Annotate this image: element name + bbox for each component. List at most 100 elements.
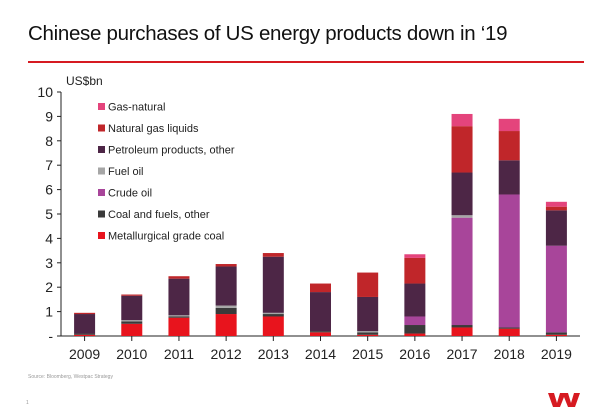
x-tick-label: 2018 bbox=[494, 346, 525, 362]
y-tick-label: 1 bbox=[45, 304, 53, 320]
bar-segment-fuel-oil-2010 bbox=[121, 320, 143, 322]
bar-segment-petroleum-products-other-2018 bbox=[498, 160, 520, 195]
legend-swatch-metallurgical-grade-coal bbox=[98, 232, 105, 239]
x-tick-label: 2016 bbox=[399, 346, 430, 362]
bar-segment-natural-gas-liquids-2016 bbox=[404, 257, 426, 284]
bar-segment-metallurgical-grade-coal-2013 bbox=[262, 316, 284, 336]
legend-swatch-fuel-oil bbox=[98, 167, 105, 175]
x-tick-label: 2011 bbox=[164, 346, 194, 362]
bar-segment-coal-and-fuels-other-2009 bbox=[74, 333, 96, 335]
y-axis-ticks: - 1 2 3 4 5 6 7 8 9 10 bbox=[37, 84, 61, 344]
bar-segment-gas-natural-2018 bbox=[498, 118, 520, 132]
title-divider bbox=[28, 61, 584, 63]
bar-segment-fuel-oil-2012 bbox=[215, 305, 237, 308]
bar-segment-gas-natural-2019 bbox=[545, 201, 567, 207]
bar-segment-crude-oil-2017 bbox=[451, 217, 473, 326]
bar-segment-gas-natural-2017 bbox=[451, 113, 473, 127]
y-tick-label: 5 bbox=[45, 206, 53, 222]
bar-segment-natural-gas-liquids-2011 bbox=[168, 276, 190, 279]
bar-segment-coal-and-fuels-other-2018 bbox=[498, 327, 520, 329]
bar-segment-metallurgical-grade-coal-2009 bbox=[74, 334, 96, 336]
legend-swatch-petroleum-products-other bbox=[98, 146, 105, 153]
bar-segment-natural-gas-liquids-2019 bbox=[545, 206, 567, 211]
x-tick-label: 2009 bbox=[69, 346, 100, 362]
bar-segment-gas-natural-2016 bbox=[404, 254, 426, 258]
bar-stacks bbox=[74, 113, 567, 336]
legend-label-gas-natural: Gas-natural bbox=[108, 102, 165, 114]
x-tick-label: 2012 bbox=[211, 346, 242, 362]
bar-segment-coal-and-fuels-other-2010 bbox=[121, 321, 143, 324]
bar-segment-petroleum-products-other-2019 bbox=[545, 210, 567, 246]
legend-swatch-natural-gas-liquids bbox=[98, 124, 105, 132]
bar-segment-petroleum-products-other-2017 bbox=[451, 172, 473, 216]
bar-segment-coal-and-fuels-other-2016 bbox=[404, 325, 426, 334]
x-tick-label: 2015 bbox=[352, 346, 383, 362]
bar-segment-coal-and-fuels-other-2012 bbox=[215, 307, 237, 315]
x-tick-label: 2013 bbox=[258, 346, 289, 362]
chart-legend: Gas-natural Natural gas liquids Petroleum … bbox=[98, 102, 235, 243]
y-tick-label: 4 bbox=[45, 230, 53, 246]
bar-segment-fuel-oil-2017 bbox=[451, 215, 473, 218]
y-tick-label: 10 bbox=[37, 84, 53, 100]
bar-segment-petroleum-products-other-2009 bbox=[74, 314, 96, 334]
bar-segment-fuel-oil-2011 bbox=[168, 315, 190, 317]
bar-segment-coal-and-fuels-other-2019 bbox=[545, 332, 567, 335]
bar-segment-natural-gas-liquids-2010 bbox=[121, 294, 143, 296]
bar-segment-petroleum-products-other-2016 bbox=[404, 283, 426, 317]
y-tick-label: 3 bbox=[45, 255, 53, 271]
bar-segment-petroleum-products-other-2012 bbox=[215, 266, 237, 306]
legend-label-fuel-oil: Fuel oil bbox=[108, 166, 143, 178]
x-tick-label: 2017 bbox=[446, 346, 477, 362]
page-title: Chinese purchases of US energy products … bbox=[28, 22, 508, 45]
bar-segment-crude-oil-2019 bbox=[545, 245, 567, 333]
y-tick-label: - bbox=[48, 328, 53, 344]
bar-segment-natural-gas-liquids-2014 bbox=[310, 283, 331, 293]
bar-segment-metallurgical-grade-coal-2019 bbox=[545, 334, 567, 336]
x-axis-tick-labels: 2009 2010 2011 2012 2013 2014 2015 2016 2017 2018… bbox=[69, 336, 572, 362]
bar-segment-petroleum-products-other-2011 bbox=[168, 278, 190, 316]
bar-segment-metallurgical-grade-coal-2014 bbox=[310, 332, 331, 336]
bar-segment-natural-gas-liquids-2013 bbox=[262, 253, 284, 257]
y-tick-label: 9 bbox=[45, 108, 53, 124]
source-note: Source: Bloomberg, Westpac Strategy bbox=[28, 374, 113, 380]
bar-segment-crude-oil-2016 bbox=[404, 316, 426, 326]
westpac-w-logo bbox=[548, 393, 580, 407]
bar-segment-petroleum-products-other-2013 bbox=[262, 256, 284, 313]
bar-segment-petroleum-products-other-2015 bbox=[357, 296, 379, 332]
bar-segment-natural-gas-liquids-2009 bbox=[74, 312, 96, 315]
bar-segment-metallurgical-grade-coal-2018 bbox=[498, 328, 520, 336]
bar-segment-coal-and-fuels-other-2013 bbox=[262, 314, 284, 317]
bar-segment-metallurgical-grade-coal-2011 bbox=[168, 317, 190, 336]
legend-swatch-gas-natural bbox=[98, 103, 105, 110]
x-tick-label: 2019 bbox=[541, 346, 572, 362]
x-tick-label: 2014 bbox=[305, 346, 336, 362]
legend-label-metallurgical-grade-coal: Metallurgical grade coal bbox=[108, 231, 224, 243]
legend-swatch-coal-and-fuels-other bbox=[98, 210, 105, 218]
y-tick-label: 8 bbox=[45, 133, 53, 149]
bar-segment-petroleum-products-other-2014 bbox=[310, 292, 331, 332]
bar-segment-metallurgical-grade-coal-2012 bbox=[215, 314, 237, 336]
y-tick-label: 7 bbox=[45, 157, 53, 173]
bar-segment-coal-and-fuels-other-2015 bbox=[357, 332, 379, 335]
bar-segment-coal-and-fuels-other-2014 bbox=[310, 331, 331, 333]
bar-segment-fuel-oil-2015 bbox=[357, 331, 379, 333]
y-unit-label: US$bn bbox=[66, 74, 103, 88]
bar-segment-coal-and-fuels-other-2011 bbox=[168, 316, 190, 318]
bar-segment-coal-and-fuels-other-2017 bbox=[451, 325, 473, 328]
legend-label-crude-oil: Crude oil bbox=[108, 188, 152, 200]
bar-segment-natural-gas-liquids-2017 bbox=[451, 126, 473, 173]
bar-segment-metallurgical-grade-coal-2016 bbox=[404, 333, 426, 336]
page-number: 1 bbox=[26, 400, 29, 406]
bar-segment-metallurgical-grade-coal-2015 bbox=[357, 334, 379, 336]
legend-label-natural-gas-liquids: Natural gas liquids bbox=[108, 123, 199, 135]
y-tick-label: 6 bbox=[45, 182, 53, 198]
bar-segment-natural-gas-liquids-2015 bbox=[357, 272, 379, 297]
bar-segment-crude-oil-2018 bbox=[498, 194, 520, 328]
legend-label-petroleum-products-other: Petroleum products, other bbox=[108, 145, 235, 157]
bar-segment-fuel-oil-2013 bbox=[262, 312, 284, 315]
legend-swatch-crude-oil bbox=[98, 189, 105, 196]
legend-label-coal-and-fuels-other: Coal and fuels, other bbox=[108, 209, 210, 221]
y-tick-label: 2 bbox=[45, 279, 53, 295]
bar-segment-petroleum-products-other-2010 bbox=[121, 295, 143, 321]
